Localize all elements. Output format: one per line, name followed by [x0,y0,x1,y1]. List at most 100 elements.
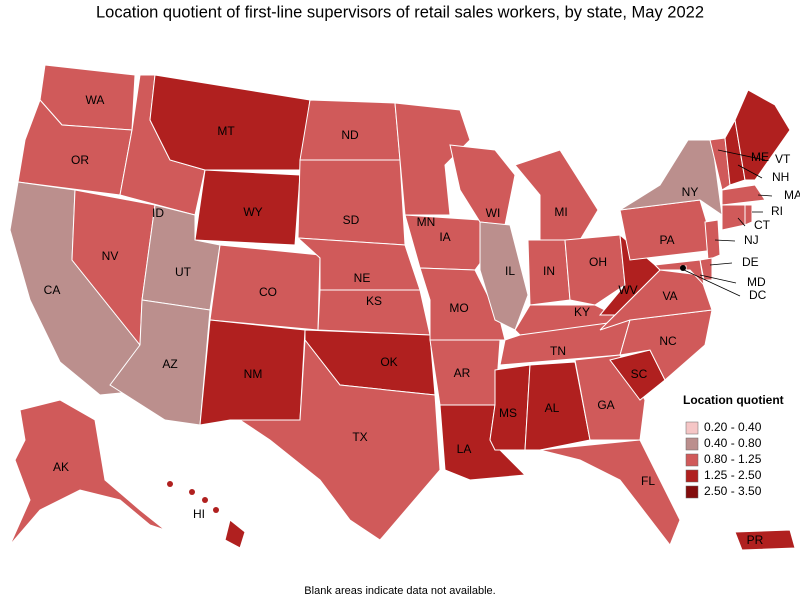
state-shape [238,338,441,541]
state-label: MS [499,406,517,420]
state-label: AZ [162,357,177,371]
legend-label: 0.40 - 0.80 [704,436,762,450]
state-shape [699,257,713,281]
legend-label: 1.25 - 2.50 [704,468,762,482]
state-shape [704,219,721,261]
state-shape [721,204,746,231]
state-label: IA [439,230,450,244]
state-label: LA [457,442,472,456]
state-shape [297,159,406,246]
state-label: IN [543,264,555,278]
state-label: OR [71,153,89,167]
island [167,481,173,487]
state-label: NM [244,367,263,381]
state-label: AR [454,366,471,380]
leader-line [737,164,763,179]
state-shape [619,139,723,217]
state-label: NH [772,170,789,184]
legend-title: Location quotient [683,393,784,407]
state-label: SC [631,367,648,381]
state-shape [564,234,626,306]
state-shape [619,199,716,261]
state-shape [224,519,246,549]
state-label: VA [662,289,677,303]
leader-line [717,149,766,161]
legend-swatch [685,453,699,467]
leader-line [709,262,733,266]
state-shape [734,89,791,181]
state-label: CO [259,285,277,299]
leader-line [683,269,741,297]
state-shape [194,169,301,246]
state-label: DC [749,288,767,302]
state-label: SD [343,213,360,227]
state-label: GA [597,398,614,412]
leader-line [699,274,737,284]
legend-label: 2.50 - 3.50 [704,484,762,498]
state-shape [394,102,471,216]
state-label: KY [574,305,590,319]
state-shape [721,184,766,206]
state-label: NY [682,185,699,199]
state-label: RI [771,204,783,218]
state-label: DE [742,255,759,269]
state-shape [744,204,753,226]
state-label: CT [754,218,771,232]
island [202,497,208,503]
state-label: UT [175,265,192,279]
leader-line [714,239,736,242]
state-shape [539,439,681,547]
island [189,489,195,495]
map-title: Location quotient of first-line supervis… [96,3,704,21]
state-label: OH [589,255,607,269]
state-label: MD [747,275,766,289]
legend-label: 0.80 - 1.25 [704,452,762,466]
legend-swatch [685,437,699,451]
leader-line [737,217,746,227]
dc-dot [680,265,686,271]
state-shape [449,144,516,226]
state-shape [653,259,705,287]
state-label: NE [354,271,371,285]
legend-swatch [685,485,699,499]
state-label: AL [545,401,560,415]
legend-label: 0.20 - 0.40 [704,420,762,434]
state-label: TX [352,430,367,444]
state-label: CA [44,283,61,297]
island [213,507,219,513]
state-label: TN [550,344,566,358]
state-label: AK [53,460,69,474]
state-label: ID [152,206,164,220]
footnote: Blank areas indicate data not available. [304,585,495,597]
state-label: WY [243,205,262,219]
state-label: IL [505,264,515,278]
state-label: FL [641,474,655,488]
state-label: WI [486,206,501,220]
state-label: MT [217,124,235,138]
state-label: ME [751,150,769,164]
state-label: ND [341,128,359,142]
state-shape [9,399,166,546]
state-label: NC [659,334,677,348]
state-shape [524,361,591,451]
state-label: KS [366,294,382,308]
state-label: PA [659,233,674,247]
state-label: WA [86,93,105,107]
state-label: MA [784,188,800,202]
state-label: WV [618,283,637,297]
state-label: PR [747,533,764,547]
state-label: VT [775,152,791,166]
state-label: NV [102,249,119,263]
state-shape [109,299,211,426]
legend-swatch [685,469,699,483]
state-label: MO [449,301,468,315]
state-label: HI [193,507,205,521]
state-label: OK [380,355,397,369]
state-shape [149,74,311,171]
leader-line [757,194,773,197]
legend-swatch [685,421,699,435]
state-label: MI [554,205,567,219]
state-label: NJ [744,233,759,247]
state-shape [514,149,599,241]
